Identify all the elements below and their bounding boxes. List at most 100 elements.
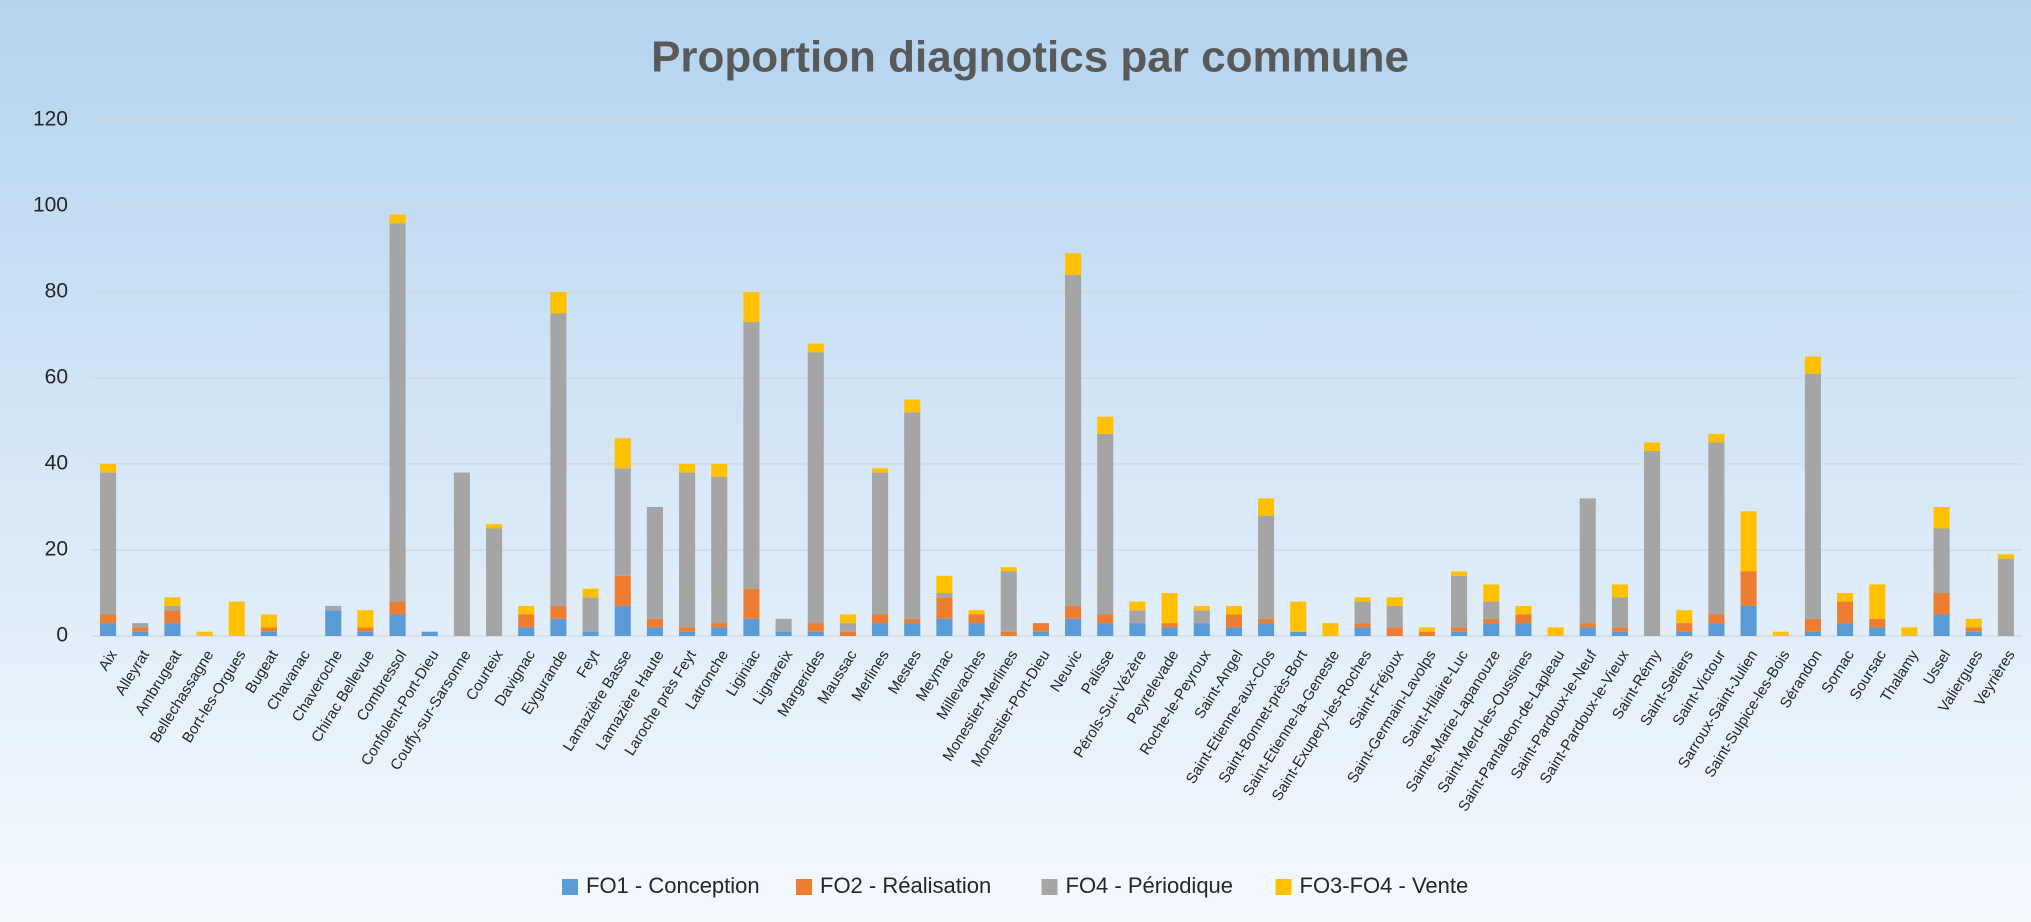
bar-segment <box>1676 623 1693 632</box>
bar-segment <box>839 614 856 624</box>
y-tick-label: 60 <box>45 366 68 389</box>
bar-segment <box>1225 627 1242 636</box>
bar-segment <box>1708 614 1725 624</box>
bar-segment <box>936 618 953 636</box>
bar-segment <box>1258 618 1275 624</box>
bar-segment <box>1708 433 1725 443</box>
bar-segment <box>1579 498 1596 624</box>
legend-swatch <box>796 879 812 895</box>
bar-segment <box>904 412 921 619</box>
bar-segment <box>872 623 889 636</box>
bar-segment <box>518 605 535 615</box>
bar-segment <box>1869 627 1886 636</box>
bar-segment <box>389 601 406 615</box>
bar-segment <box>968 623 985 636</box>
bar-segment <box>839 631 856 636</box>
bar-segment <box>1418 627 1435 632</box>
bar-segment <box>486 528 503 636</box>
bar-segment <box>646 618 663 628</box>
bar-segment <box>1032 623 1049 632</box>
bar-segment <box>807 352 824 624</box>
bar-segment <box>1225 605 1242 615</box>
bar-segment <box>1065 253 1082 275</box>
bar-segment <box>325 605 342 611</box>
bar-segment <box>164 623 181 636</box>
bar-segment <box>743 292 760 323</box>
bar-segment <box>775 631 792 636</box>
bar-segment <box>1097 623 1114 636</box>
bar-segment <box>936 593 953 598</box>
bar-segment <box>1515 605 1532 615</box>
bar-segment <box>1804 618 1821 632</box>
bar-segment <box>1837 601 1854 624</box>
bar-segment <box>743 618 760 636</box>
bar-segment <box>1290 631 1307 636</box>
bar-segment <box>100 464 117 473</box>
bar-segment <box>614 605 631 636</box>
bar-segment <box>357 627 374 632</box>
bar-segment <box>325 610 342 636</box>
bar-segment <box>711 476 728 624</box>
bar-segment <box>743 588 760 619</box>
bar-segment <box>1032 631 1049 636</box>
bar-segment <box>839 623 856 632</box>
bar-segment <box>100 623 117 636</box>
bar-segment <box>1258 498 1275 516</box>
bar-segment <box>1065 274 1082 606</box>
bar-segment <box>1997 558 2014 636</box>
bar-segment <box>1740 571 1757 606</box>
bar-segment <box>775 618 792 632</box>
bar-segment <box>1901 627 1918 636</box>
bar-segment <box>164 597 181 606</box>
bar-segment <box>1354 597 1371 602</box>
bar-segment <box>1097 614 1114 624</box>
bar-segment <box>1740 511 1757 572</box>
bar-segment <box>1933 614 1950 636</box>
bar-segment <box>582 597 599 632</box>
bar-segment <box>1547 627 1564 636</box>
y-tick-label: 20 <box>45 538 68 561</box>
bar-segment <box>1933 528 1950 593</box>
y-tick-label: 100 <box>33 194 68 217</box>
bar-segment <box>1644 451 1661 636</box>
bar-segment <box>679 631 696 636</box>
bar-segment <box>1000 571 1017 632</box>
bar-segment <box>260 631 277 636</box>
bar-segment <box>260 627 277 632</box>
bar-segment <box>807 623 824 632</box>
bar-segment <box>614 575 631 606</box>
bar-segment <box>1225 614 1242 628</box>
legend-label: FO4 - Périodique <box>1066 873 1234 898</box>
bar-segment <box>872 472 889 615</box>
bar-segment <box>1258 623 1275 636</box>
bar-segment <box>1418 631 1435 636</box>
bar-segment <box>453 472 470 636</box>
bar-segment <box>872 614 889 624</box>
bar-segment <box>1483 618 1500 624</box>
bar-segment <box>389 614 406 636</box>
bar-segment <box>1161 623 1178 628</box>
bar-segment <box>936 575 953 593</box>
bar-segment <box>1451 571 1468 576</box>
bar-segment <box>132 631 149 636</box>
bar-segment <box>1644 442 1661 452</box>
bar-segment <box>807 631 824 636</box>
bar-segment <box>1451 631 1468 636</box>
bar-segment <box>1804 631 1821 636</box>
bar-segment <box>1611 631 1628 636</box>
bar-segment <box>1451 627 1468 632</box>
bar-segment <box>743 322 760 589</box>
bar-segment <box>164 610 181 624</box>
bar-segment <box>1451 575 1468 628</box>
bar-segment <box>1290 601 1307 632</box>
bar-segment <box>550 292 567 314</box>
bar-segment <box>1354 627 1371 636</box>
bar-segment <box>1386 627 1403 636</box>
bar-segment <box>679 464 696 473</box>
bar-segment <box>1258 515 1275 619</box>
bar-segment <box>1804 356 1821 374</box>
bar-segment <box>1579 627 1596 636</box>
bar-segment <box>1676 610 1693 624</box>
bar-segment <box>679 627 696 632</box>
